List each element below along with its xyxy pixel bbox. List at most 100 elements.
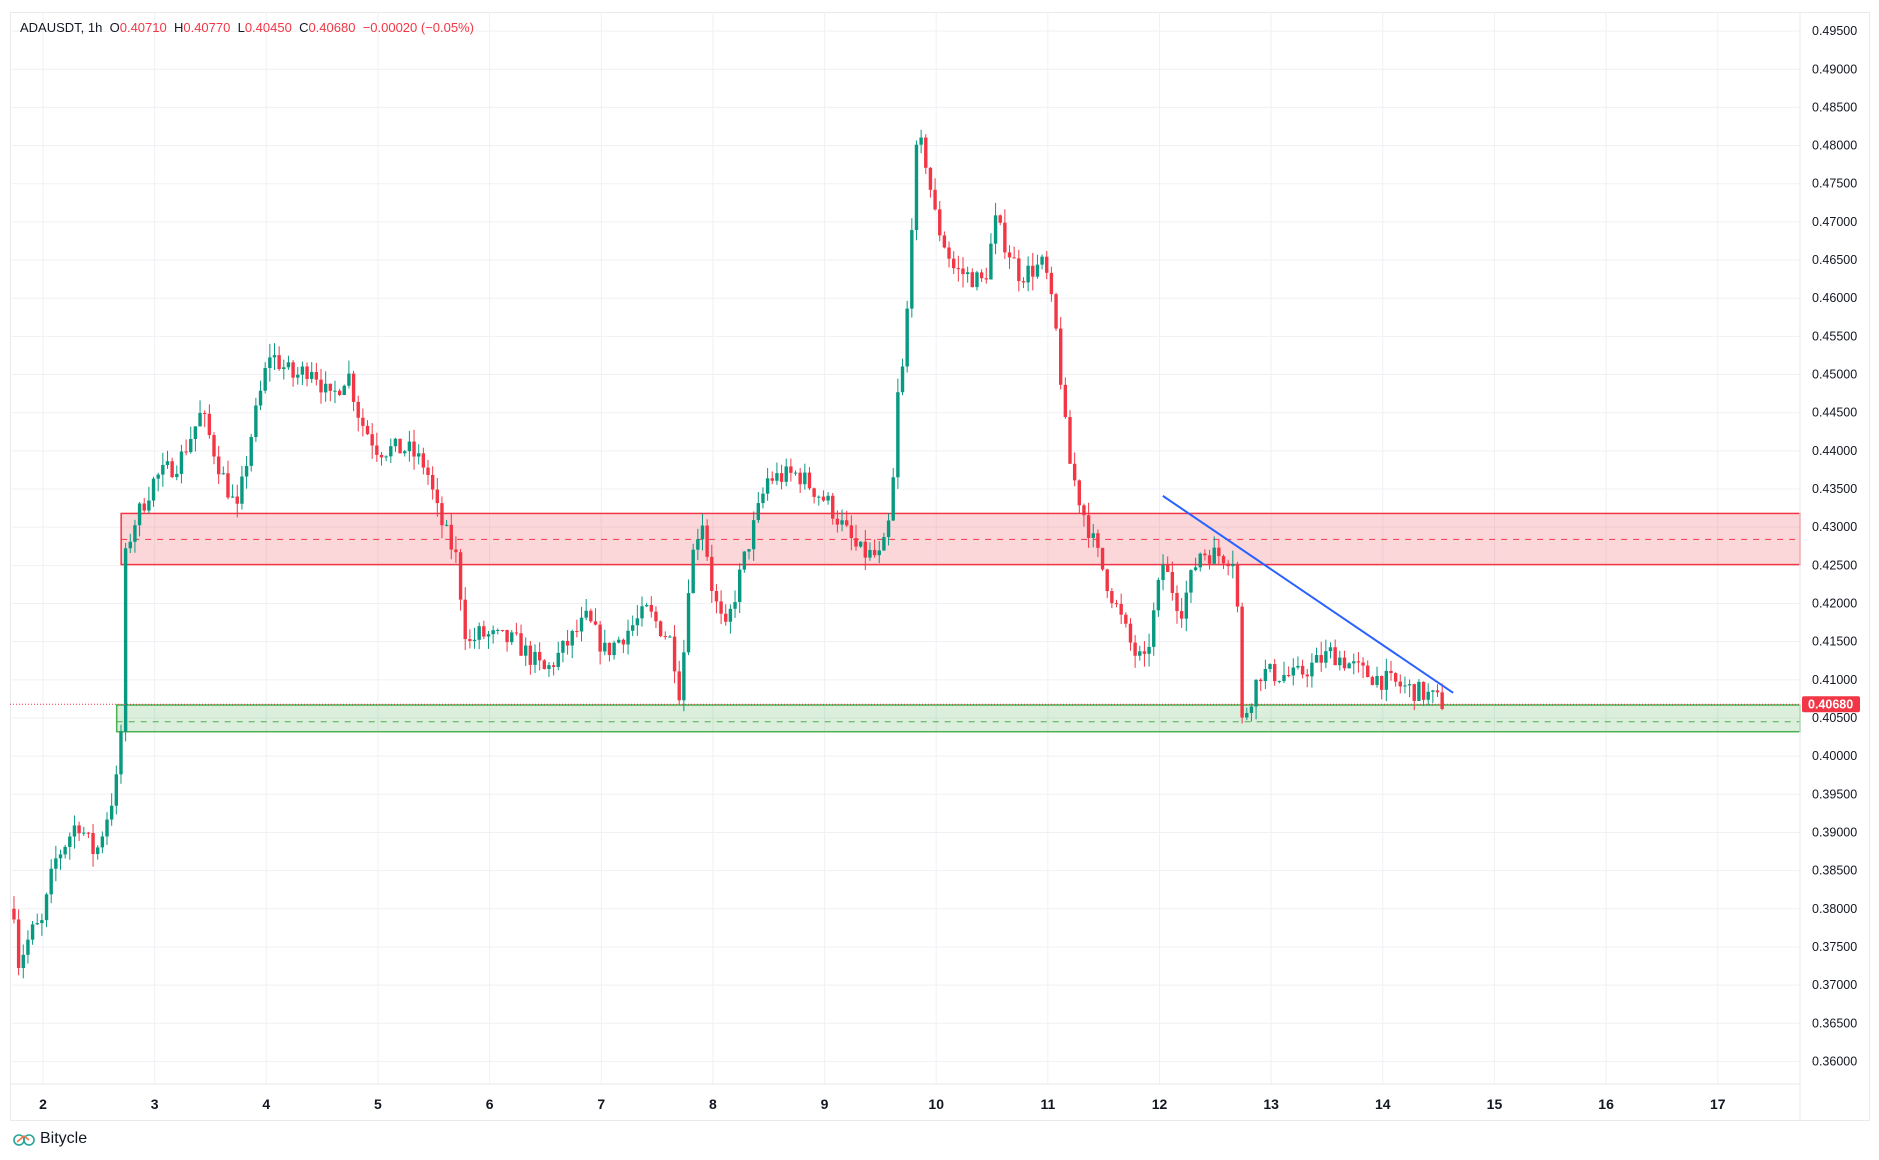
candle-body [468,639,472,642]
candle-body [21,954,25,968]
candle-body [1310,662,1314,677]
candle-body [1403,685,1407,687]
candle-body [1072,463,1077,481]
candle-body [1082,505,1086,516]
candle-body [1286,675,1291,677]
candle-body [272,355,277,358]
candle-body [617,639,621,643]
candle-body [235,496,239,504]
candle-body [863,541,868,558]
candle-body [719,601,723,614]
price-tick-label: 0.41500 [1812,635,1857,649]
candle-body [114,774,119,806]
candle-body [621,639,626,645]
date-tick-label: 10 [928,1096,944,1112]
candle-body [72,825,77,837]
candle-body [519,633,523,656]
date-tick-label: 11 [1040,1096,1055,1112]
candle-body [1161,564,1165,580]
candle-body [840,520,844,525]
candle-body [556,652,560,667]
candle-body [1389,670,1393,674]
candle-body [361,417,365,426]
candle-body [826,495,830,501]
change-value: −0.00020 (−0.05%) [362,20,474,35]
candle-body [1003,222,1007,253]
candle-body [803,472,807,485]
candle-body [593,621,598,625]
candle-body [351,373,356,402]
candle-body [337,390,342,396]
candle-body [1031,265,1035,277]
candle-body [1124,614,1128,624]
price-tick-label: 0.42000 [1812,597,1857,611]
overlays [1162,495,1454,694]
candle-body [203,413,207,415]
candle-body [463,599,467,640]
price-tick-label: 0.47500 [1812,177,1857,191]
date-tick-label: 13 [1263,1096,1279,1112]
candle-body [342,385,346,396]
candle-body [26,939,30,955]
candle-body [798,472,802,485]
candle-body [737,569,742,603]
candle-body [1277,681,1282,683]
chart-frame [10,12,1870,1121]
candle-body [1175,592,1179,612]
candle-body [1193,567,1198,571]
price-tick-label: 0.46000 [1812,291,1857,305]
candle-body [547,665,551,669]
candle-body [421,453,426,468]
candle-body [1086,515,1091,538]
date-tick-label: 3 [151,1096,159,1112]
candle-body [886,520,891,538]
candle-body [30,924,35,940]
candle-body [426,467,430,476]
brand-name: Bitycle [40,1130,88,1147]
time-axis[interactable]: 2 3 4 5 6 7 8 9 10 11 12 13 14 15 16 17 [39,1096,1726,1112]
candle-body [147,500,151,511]
date-tick-label: 14 [1375,1096,1391,1112]
candle-body [1054,294,1058,329]
candle-body [1259,679,1263,682]
candle-body [1035,264,1040,277]
candle-body [263,368,267,391]
candle-body [319,379,323,393]
candle-body [1128,623,1133,643]
candle-body [658,621,663,637]
candle-body [133,525,137,542]
candle-body [1017,258,1021,282]
candle-body [1091,533,1095,538]
candle-body [310,371,314,379]
candle-body [105,819,109,837]
price-tick-label: 0.46500 [1812,253,1857,267]
date-tick-label: 15 [1487,1096,1503,1112]
price-tick-label: 0.43500 [1812,482,1857,496]
price-axis[interactable]: 0.49500 0.49000 0.48500 0.48000 0.47500 0.470… [1812,24,1857,1068]
candle-body [496,629,500,631]
candle-body [947,247,951,259]
candle-body [877,550,881,556]
candle-body [1114,603,1119,605]
candle-body [1058,328,1063,385]
support-zone [115,704,1801,733]
candle-body [1026,265,1030,283]
candle-body [491,630,495,635]
candle-body [1324,651,1328,663]
candle-body [612,642,616,656]
candle-body [1226,563,1230,567]
candle-body [216,456,221,475]
candle-body [900,366,905,393]
candle-body [328,383,333,391]
price-tick-label: 0.42500 [1812,558,1857,572]
date-tick-label: 6 [486,1096,494,1112]
high-value: 0.40770 [183,20,231,35]
candle-body [724,613,728,622]
candle-body [1375,676,1379,685]
candle-body [589,610,593,622]
close-value: 0.40680 [308,20,356,35]
candle-body [677,671,681,701]
candle-body [1110,591,1114,604]
candle-body [1049,272,1054,295]
